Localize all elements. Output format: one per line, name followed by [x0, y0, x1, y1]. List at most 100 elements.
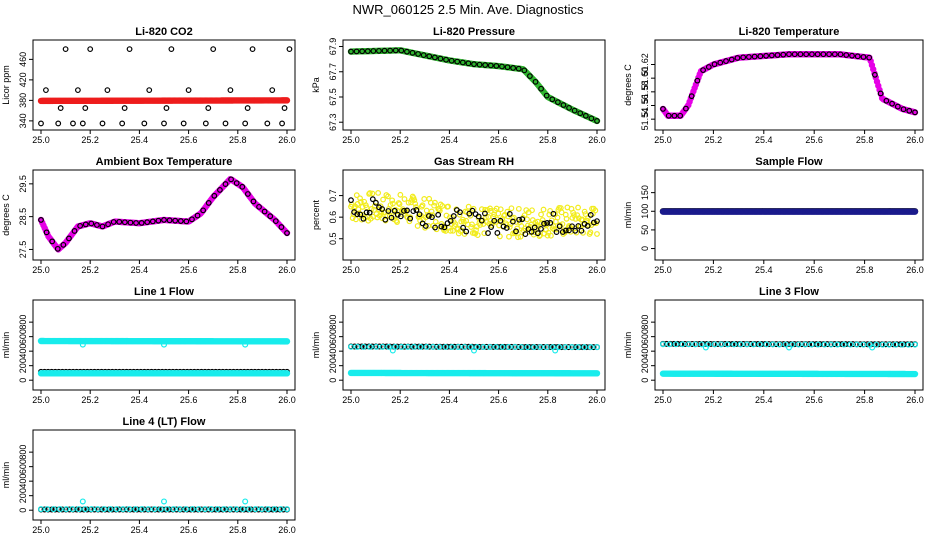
data-point: [244, 105, 251, 111]
plot-frame: [32, 39, 296, 131]
x-tick-label: 26.0: [906, 265, 924, 275]
data-point: [205, 105, 212, 111]
data-point: [465, 203, 472, 210]
y-tick-label: 0: [640, 378, 650, 383]
data-point: [38, 120, 44, 127]
y-tick-label: 150: [640, 185, 650, 200]
data-point: [163, 105, 170, 111]
y-axis-label: ml/min: [623, 202, 633, 229]
data-point: [281, 105, 288, 111]
chart-title: Sample Flow: [755, 156, 823, 168]
y-tick-label: 800: [328, 315, 338, 330]
data-point: [348, 48, 354, 55]
data-point: [435, 211, 442, 218]
y-axis-label: Licor ppm: [1, 65, 11, 105]
data-point: [62, 46, 69, 53]
y-tick-label: 600: [640, 329, 650, 344]
y-axis-label: ml/min: [1, 332, 11, 359]
data-point: [532, 78, 539, 85]
x-tick-label: 25.0: [342, 265, 360, 275]
x-tick-label: 26.0: [278, 525, 296, 535]
x-tick-label: 25.4: [441, 265, 459, 275]
x-tick-label: 25.2: [81, 135, 99, 145]
x-tick-label: 26.0: [278, 135, 296, 145]
data-point: [99, 120, 106, 127]
data-point: [381, 47, 388, 54]
data-point: [79, 120, 86, 127]
data-point: [454, 58, 461, 65]
data-point: [74, 87, 81, 94]
chart-title: Line 1 Flow: [134, 286, 194, 298]
x-tick-label: 25.2: [81, 265, 99, 275]
data-point: [79, 498, 86, 505]
chart-title: Ambient Box Temperature: [96, 156, 233, 168]
data-point: [482, 62, 489, 68]
y-axis-label: degrees C: [623, 64, 633, 106]
data-point: [180, 120, 187, 127]
plot-frame: [342, 39, 606, 131]
data-point: [353, 48, 360, 55]
x-tick-label: 25.8: [856, 265, 874, 275]
y-tick-label: 800: [18, 445, 28, 460]
y-tick-label: 0: [18, 378, 28, 383]
data-point: [375, 189, 382, 196]
x-tick-label: 25.4: [441, 135, 459, 145]
data-point: [279, 120, 285, 127]
data-point: [222, 120, 229, 127]
data-point: [376, 47, 382, 54]
x-tick-label: 25.4: [131, 135, 149, 145]
data-point: [448, 57, 455, 64]
data-point: [121, 105, 128, 111]
data-point: [527, 73, 533, 80]
x-tick-label: 25.6: [490, 265, 508, 275]
y-tick-label: 600: [18, 459, 28, 474]
x-tick-label: 25.8: [539, 265, 557, 275]
y-tick-label: 51.60: [640, 67, 650, 90]
y-tick-label: 200: [328, 358, 338, 373]
y-axis-label: percent: [311, 199, 321, 230]
y-tick-label: 400: [18, 344, 28, 359]
series-box-magenta: [37, 176, 291, 253]
data-point: [70, 120, 76, 127]
y-tick-label: 460: [18, 52, 28, 67]
chart-panel-8: Line 2 Flow ml/min 25.0 25.2 25.4 25.6 25.8 26.…: [311, 286, 606, 405]
x-tick-label: 25.0: [342, 135, 360, 145]
data-point: [364, 48, 371, 55]
y-tick-label: 400: [328, 344, 338, 359]
data-point: [404, 48, 410, 55]
x-tick-label: 25.4: [755, 395, 773, 405]
y-axis-label: ml/min: [311, 332, 321, 359]
y-tick-label: 600: [18, 329, 28, 344]
series-box-black: [38, 176, 290, 252]
x-tick-label: 26.0: [588, 265, 606, 275]
data-point: [392, 47, 399, 54]
series-pressure-green: [347, 47, 601, 125]
chart-title: Li-820 Temperature: [739, 26, 840, 38]
data-point: [538, 211, 544, 218]
data-point: [549, 96, 556, 103]
data-point: [242, 498, 249, 505]
chart-panel-10: Line 4 (LT) Flow ml/min 25.0 25.2 25.4 25.6 25…: [1, 416, 296, 535]
data-point: [168, 46, 175, 53]
data-point: [242, 120, 249, 127]
data-point: [249, 46, 256, 53]
series-co2-red: [37, 97, 291, 105]
data-point: [357, 211, 364, 218]
y-axis-label: ml/min: [623, 332, 633, 359]
series-line1-cyan-low: [37, 370, 291, 377]
x-tick-label: 25.2: [391, 135, 409, 145]
x-tick-label: 25.8: [539, 395, 557, 405]
data-point: [515, 205, 522, 212]
data-point: [577, 110, 584, 117]
y-tick-label: 100: [640, 204, 650, 219]
x-tick-label: 25.2: [391, 395, 409, 405]
data-point: [594, 231, 600, 237]
x-tick-label: 25.6: [805, 395, 823, 405]
x-tick-label: 25.6: [180, 135, 198, 145]
x-tick-label: 25.8: [856, 135, 874, 145]
y-tick-label: 420: [18, 72, 28, 87]
y-tick-label: 51.54: [640, 108, 650, 131]
x-tick-label: 25.4: [441, 395, 459, 405]
x-tick-label: 25.0: [342, 395, 360, 405]
y-tick-label: 800: [640, 315, 650, 330]
